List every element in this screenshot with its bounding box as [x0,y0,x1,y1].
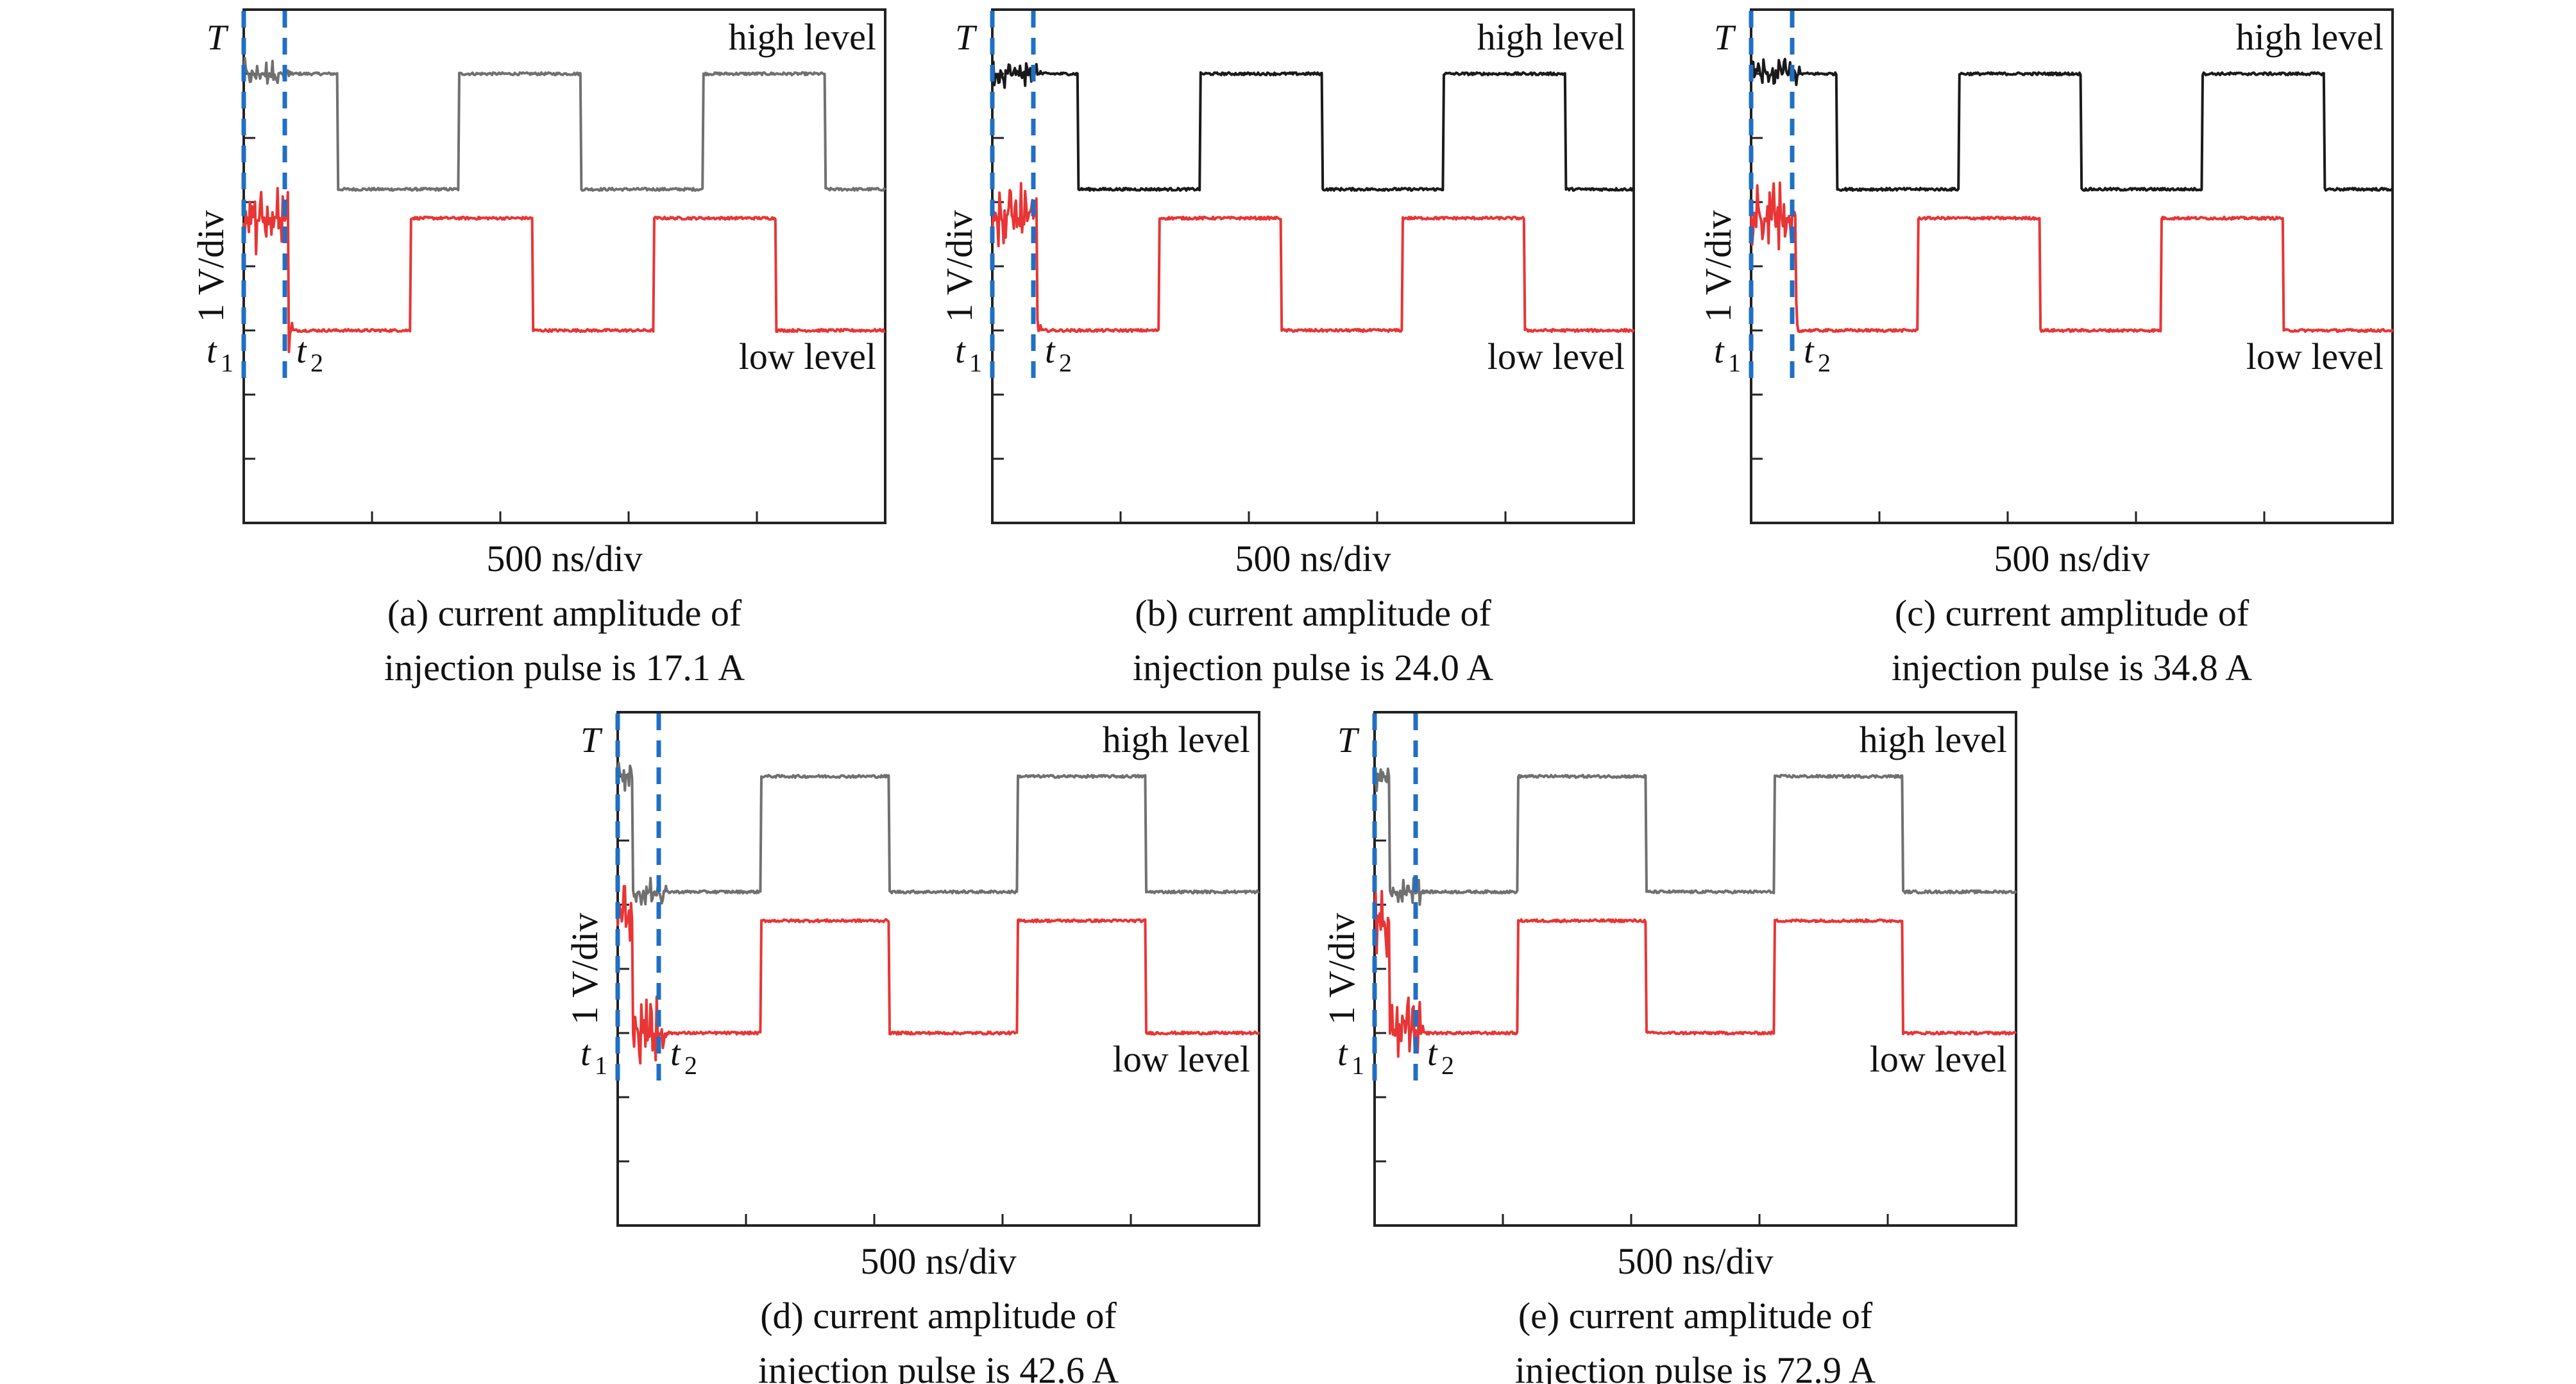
label-t1-sub: 1 [1728,348,1741,377]
label-high-level: high level [2236,16,2384,58]
y-axis-label: 1 V/div [1321,913,1362,1025]
label-t1-sub: 1 [221,348,233,377]
caption-line-1: (c) current amplitude of [1895,592,2250,634]
caption-line-1: (e) current amplitude of [1518,1295,1873,1337]
label-t2-sub: 2 [1818,348,1831,377]
label-high-level: high level [1477,16,1625,58]
label-low-level: low level [1487,336,1625,377]
label-t1: t [1337,1034,1348,1073]
caption-line-2: injection pulse is 17.1 A [384,647,745,688]
y-axis-label: 1 V/div [938,210,980,323]
label-t2-sub: 2 [1441,1051,1454,1080]
x-axis-label: 500 ns/div [1617,1240,1773,1282]
label-t1-sub: 1 [595,1051,607,1080]
label-high-level: high level [1103,719,1250,760]
high-level-trace [991,60,1635,192]
label-t1: t [1714,331,1725,371]
caption-line-2: injection pulse is 42.6 A [758,1349,1119,1384]
low-level-trace [1373,889,2017,1058]
x-axis-label: 500 ns/div [486,538,642,579]
high-level-trace [1373,767,2017,906]
label-T: T [1337,721,1360,760]
label-t2: t [296,331,307,371]
high-level-trace [242,56,886,192]
high-level-trace [1750,58,2394,192]
low-level-trace [1750,181,2394,334]
x-axis-label: 500 ns/div [860,1240,1016,1282]
label-low-level: low level [2246,336,2384,377]
plot-frame [991,8,1635,524]
caption-line-2: injection pulse is 24.0 A [1133,647,1493,688]
y-axis-label: 1 V/div [564,913,606,1025]
x-axis-label: 500 ns/div [1994,538,2149,579]
label-t1: t [207,331,217,371]
caption-line-2: injection pulse is 72.9 A [1515,1349,1876,1384]
label-t2: t [1804,331,1815,371]
label-T: T [207,18,229,58]
label-low-level: low level [1113,1038,1250,1080]
label-t1-sub: 1 [969,348,982,377]
label-high-level: high level [1860,719,2007,760]
label-t2-sub: 2 [1059,348,1072,377]
label-t1: t [580,1034,591,1073]
label-high-level: high level [729,16,876,58]
caption-line-1: (d) current amplitude of [760,1295,1117,1337]
label-t2-sub: 2 [310,348,323,377]
plot-frame [1750,8,2394,524]
label-t2: t [1045,331,1056,371]
high-level-trace [616,762,1260,906]
label-T: T [580,721,603,760]
plot-frame [616,711,1260,1227]
label-t2: t [1427,1034,1438,1073]
plot-frame [242,8,886,524]
label-low-level: low level [739,336,876,377]
label-t2: t [670,1034,681,1073]
low-level-trace [242,187,886,354]
label-t1-sub: 1 [1352,1051,1364,1080]
caption-line-2: injection pulse is 34.8 A [1892,647,2252,688]
y-axis-label: 1 V/div [190,210,232,323]
plot-frame [1373,711,2017,1227]
caption-line-1: (a) current amplitude of [387,592,742,634]
label-low-level: low level [1870,1038,2007,1080]
label-T: T [955,18,978,58]
low-level-trace [616,885,1260,1065]
y-axis-label: 1 V/div [1697,210,1739,323]
label-t1: t [955,331,966,371]
label-T: T [1714,18,1736,58]
x-axis-label: 500 ns/div [1235,538,1391,579]
label-t2-sub: 2 [684,1051,697,1080]
caption-line-1: (b) current amplitude of [1135,592,1491,634]
low-level-trace [991,182,1635,333]
